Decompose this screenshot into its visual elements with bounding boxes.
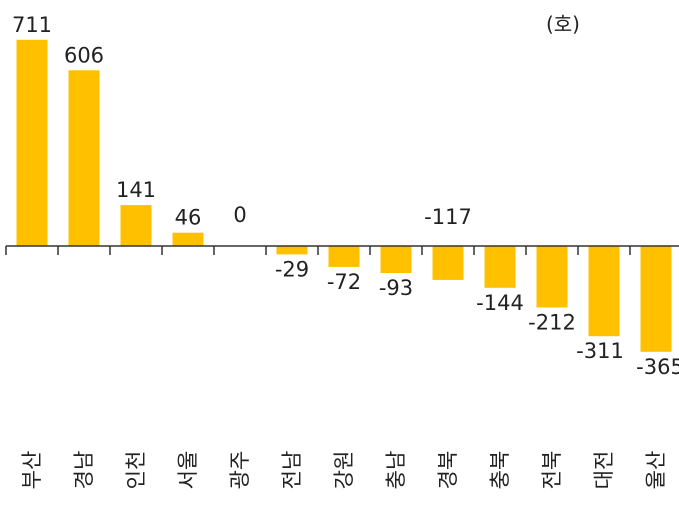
data-label-전남: -29	[275, 257, 309, 281]
category-label-광주: 광주	[228, 451, 252, 490]
category-label-경남: 경남	[72, 451, 96, 490]
unit-label: (호)	[546, 12, 580, 36]
category-label-강원: 강원	[332, 451, 356, 490]
data-label-group: 711 606 141 46 0 -29 -72 -93 -117 -144-212-311 -36…	[12, 13, 679, 379]
category-label-전남: 전남	[280, 451, 304, 490]
category-label-부산: 부산	[20, 451, 44, 490]
category-label-경북: 경북	[436, 451, 460, 490]
data-label-대전: -311	[576, 339, 624, 363]
data-label-서울: 46	[175, 206, 202, 230]
data-label-광주: 0	[233, 203, 246, 227]
data-label-충남: -93	[379, 276, 413, 300]
data-label-부산: 711	[12, 13, 52, 37]
bar-충북	[484, 246, 516, 288]
category-label-전북: 전북	[540, 451, 564, 490]
data-label-강원: -72	[327, 270, 361, 294]
category-label-인천: 인천	[124, 451, 148, 490]
x-axis	[5, 245, 679, 255]
data-label-울산: -365	[636, 355, 679, 379]
bar-서울	[172, 232, 204, 246]
category-label-울산: 울산	[644, 451, 668, 490]
bar-부산	[16, 39, 48, 246]
bar-전북	[536, 246, 568, 308]
data-label-인천: 141	[116, 178, 156, 202]
bar-전남	[276, 246, 308, 255]
data-label-전북: -212	[528, 311, 576, 335]
data-label-충북: -144	[476, 291, 524, 315]
bar-강원	[328, 246, 360, 267]
data-label-경북: -117	[424, 205, 472, 229]
category-label-충남: 충남	[384, 451, 408, 490]
bar-대전	[588, 246, 620, 337]
category-label-충북: 충북	[488, 451, 512, 490]
bar-group	[16, 39, 672, 352]
data-label-경남: 606	[64, 43, 104, 67]
bar-인천	[120, 205, 152, 246]
category-label-대전: 대전	[592, 451, 616, 490]
bar-충남	[380, 246, 412, 273]
bar-울산	[640, 246, 672, 352]
category-label-서울: 서울	[176, 451, 200, 490]
bar-경남	[68, 70, 100, 246]
category-label-group: 부산 경남 인천 서울 광주 전남 강원 충남 경북 충북 전북 대전 울산	[20, 451, 668, 490]
bar-경북	[432, 246, 464, 280]
